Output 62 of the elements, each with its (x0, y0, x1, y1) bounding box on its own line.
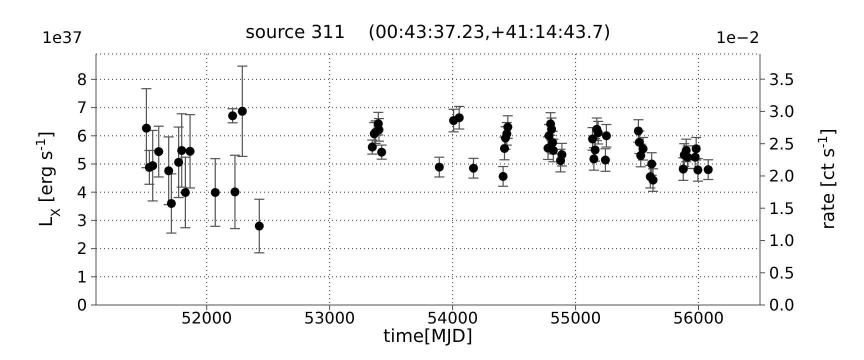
y2-tick-label: 2.0 (769, 166, 794, 186)
point (634, 126, 643, 136)
point (594, 128, 603, 138)
y2-tick-label: 2.5 (769, 134, 794, 154)
point (589, 154, 598, 164)
point (503, 122, 512, 132)
x-axis-title: time[MJD] (383, 326, 473, 347)
point (154, 147, 164, 156)
point (368, 142, 377, 152)
point (142, 124, 151, 133)
y2-tick-label: 1.0 (769, 231, 794, 250)
y-tick-label: 0 (76, 296, 87, 315)
x-tick-label: 54000 (427, 308, 478, 328)
y-tick-label: 5 (76, 154, 87, 174)
y2-tick-label: 1.5 (769, 198, 794, 218)
text: 1e−2 (716, 28, 760, 47)
point (693, 165, 702, 174)
point (648, 176, 658, 185)
y2-tick-label: 3.0 (769, 102, 794, 122)
point (174, 158, 184, 167)
x-tick-label: 52000 (181, 308, 232, 328)
y2-tick-label: 3.5 (769, 70, 794, 89)
point (498, 172, 508, 181)
y-tick-label: 3 (76, 210, 87, 230)
point (434, 162, 444, 172)
point (704, 165, 713, 174)
y-tick-label: 7 (76, 98, 87, 118)
point (238, 106, 247, 116)
y2-tick-label: 0.5 (769, 263, 794, 282)
point (634, 138, 644, 147)
point (148, 161, 158, 170)
point (210, 188, 220, 197)
point (454, 113, 464, 122)
point (177, 146, 186, 155)
point (500, 144, 509, 153)
point (254, 222, 264, 231)
text: 1e37 (42, 28, 82, 47)
x-tick-label: 56000 (673, 308, 724, 328)
y-tick-label: 2 (76, 239, 87, 258)
point (377, 148, 386, 157)
y-tick-label: 1 (76, 267, 87, 286)
point (557, 150, 566, 160)
point (228, 111, 238, 120)
point (602, 131, 611, 140)
y-tick-label: 6 (76, 126, 87, 146)
point (164, 166, 174, 176)
x-tick-label: 55000 (550, 308, 602, 328)
y-tick-label: 8 (76, 70, 87, 89)
point (638, 144, 648, 154)
point (588, 134, 598, 144)
y-tick-label: 4 (76, 182, 87, 202)
point (548, 146, 558, 155)
chart-title: source 311 (00:43:37.23,+41:14:43.7) (245, 22, 611, 43)
point (374, 125, 384, 134)
point (230, 187, 240, 196)
point (600, 156, 610, 165)
x-tick-label: 53000 (304, 308, 356, 328)
point (166, 198, 176, 208)
point (468, 164, 478, 173)
y2-tick-label: 0.0 (769, 296, 794, 315)
point (180, 188, 190, 197)
point (186, 146, 195, 156)
